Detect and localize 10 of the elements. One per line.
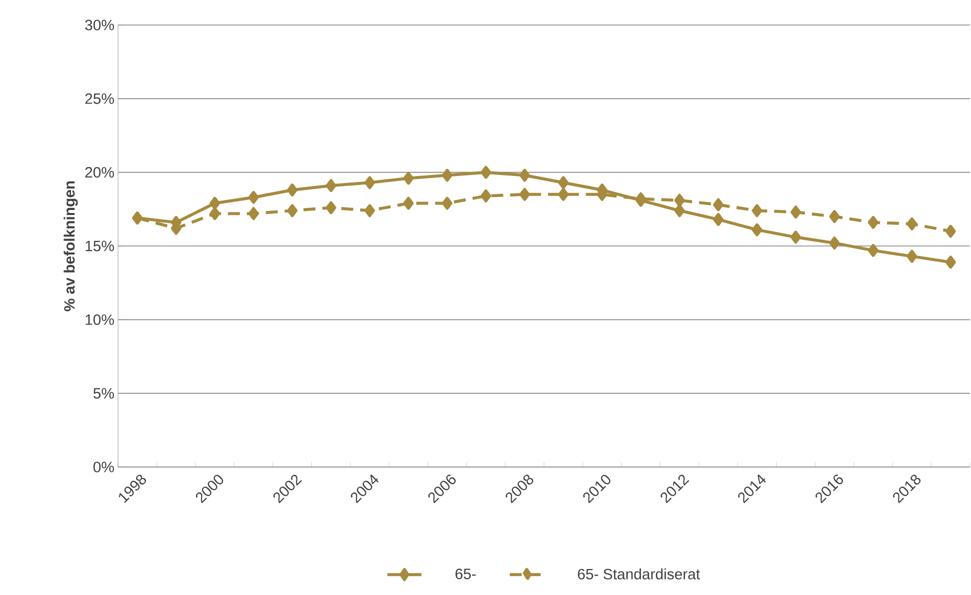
y-tick-label: 20%	[85, 167, 114, 178]
y-axis-title: % av befolkningen	[64, 181, 78, 312]
y-tick-label: 15%	[86, 240, 114, 252]
y-tick-label: 25%	[85, 93, 114, 104]
legend-label: 65-	[456, 568, 476, 580]
legend-label: 65- Standardiserat	[578, 568, 700, 580]
y-tick-label: 5%	[93, 388, 114, 399]
y-tick-label: 0%	[93, 462, 114, 472]
y-tick-label: 30%	[85, 20, 114, 30]
y-tick-label: 10%	[86, 314, 114, 325]
